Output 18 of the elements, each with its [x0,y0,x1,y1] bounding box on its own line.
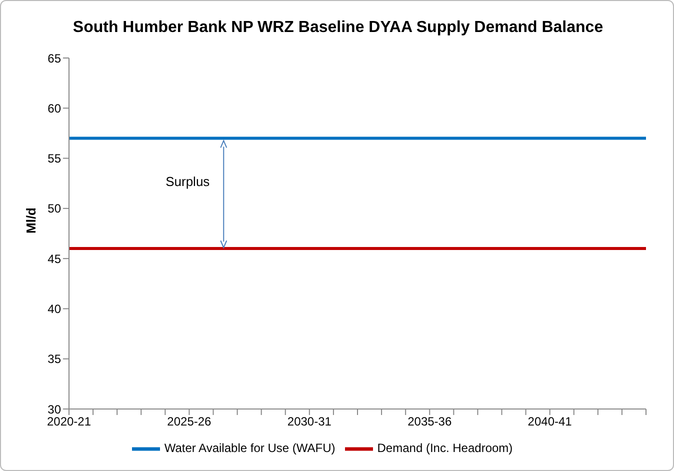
legend-label: Demand (Inc. Headroom) [377,441,513,456]
y-tick-label: 45 [48,252,62,266]
y-tick-label: 35 [48,352,62,366]
y-tick-label: 55 [48,152,62,166]
y-tick-label: 40 [48,302,62,316]
x-tick-label: 2040-41 [528,414,572,429]
y-axis-title: Ml/d [24,207,39,234]
y-tick-label: 60 [48,101,62,116]
x-tick-label: 2020-21 [46,414,92,429]
x-tick-label: 2030-31 [287,414,332,429]
x-tick-label: 2025-26 [167,414,212,429]
y-tick-label: 30 [48,402,62,416]
y-tick-label: 65 [48,51,62,66]
y-tick-label: 50 [48,202,62,216]
x-tick-label: 2035-36 [408,414,452,429]
legend-label: Water Available for Use (WAFU) [164,441,336,456]
chart-title: South Humber Bank NP WRZ Baseline DYAA Supply Demand Balance [72,19,604,37]
annotation: Surplus [166,174,210,190]
